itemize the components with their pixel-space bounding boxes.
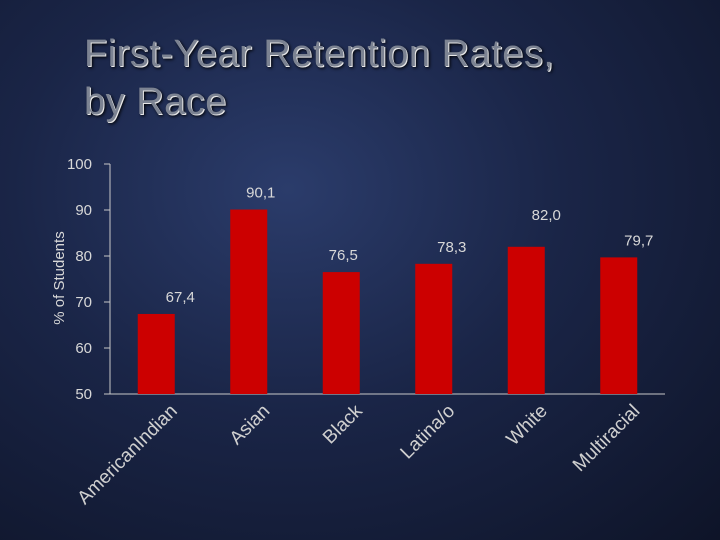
y-tick-label: 50 bbox=[75, 386, 92, 403]
bar bbox=[230, 209, 268, 394]
bar bbox=[137, 313, 175, 394]
category-label: AmericanIndian bbox=[74, 401, 182, 509]
value-label: 76,5 bbox=[329, 247, 358, 264]
category-label: Latina/o bbox=[397, 401, 460, 464]
bar bbox=[415, 263, 453, 394]
value-label: 82,0 bbox=[532, 207, 561, 224]
category-label: Asian bbox=[226, 401, 274, 449]
category-labels: AmericanIndian Asian Black Latina/o White Mul… bbox=[74, 400, 645, 509]
bar bbox=[507, 246, 545, 394]
category-label: Multiracial bbox=[569, 401, 644, 476]
y-tick-label: 100 bbox=[67, 156, 92, 173]
value-label: 78,3 bbox=[437, 239, 466, 256]
bar bbox=[600, 257, 638, 394]
value-label: 67,4 bbox=[166, 289, 195, 306]
value-label: 79,7 bbox=[624, 232, 653, 249]
value-labels: 67,4 90,1 76,5 78,3 82,0 79,7 bbox=[166, 185, 654, 306]
bars bbox=[137, 209, 638, 394]
slide-title: First-Year Retention Rates, by Race bbox=[84, 30, 684, 126]
y-tick-label: 70 bbox=[75, 294, 92, 311]
y-tick-label: 80 bbox=[75, 248, 92, 265]
title-line-1: First-Year Retention Rates, bbox=[84, 33, 555, 75]
title-line-2: by Race bbox=[84, 81, 227, 123]
bar bbox=[322, 272, 360, 394]
value-label: 90,1 bbox=[246, 185, 275, 202]
y-tick-label: 60 bbox=[75, 340, 92, 357]
y-axis-title: % of Students bbox=[51, 231, 68, 324]
category-label: White bbox=[503, 401, 552, 450]
category-label: Black bbox=[319, 400, 367, 448]
y-tick-label: 90 bbox=[75, 202, 92, 219]
y-axis: 50 60 70 80 90 100 bbox=[67, 156, 665, 403]
